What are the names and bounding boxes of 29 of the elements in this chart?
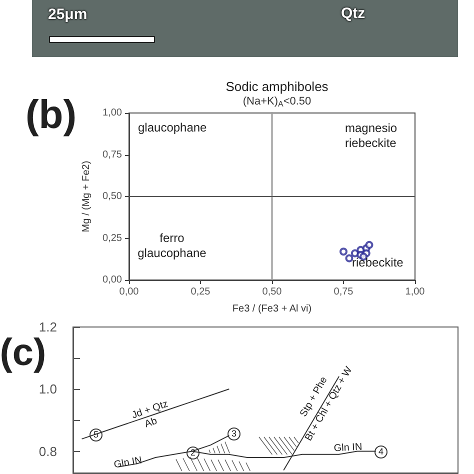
annotation: Ab <box>143 414 159 432</box>
annotation: ferro glaucophane <box>136 231 208 261</box>
text: (c) <box>0 332 46 376</box>
x-tick-label: 0,00 <box>119 286 140 298</box>
y-tick-label: 1.2 <box>38 320 57 334</box>
y-tick-label: 0,00 <box>102 274 122 286</box>
annotation: Gln IN <box>334 440 362 456</box>
x-tick-label: 0,50 <box>262 286 282 298</box>
x-tick-label: 0,75 <box>334 286 354 298</box>
y-tick-label: 1,00 <box>102 108 122 118</box>
x-tick-label: 1,00 <box>405 286 426 298</box>
y-axis-title: Mg / (Mg + Fe2) <box>81 160 92 232</box>
text: (b) <box>25 92 77 139</box>
annotation: 4 <box>374 446 388 458</box>
text: Qtz <box>341 5 366 22</box>
text: 25μm <box>48 6 88 23</box>
annotation: riebeckite <box>352 256 404 270</box>
y-tick-label: 0.8 <box>38 444 57 459</box>
y-tick-label: 0,25 <box>102 232 122 244</box>
y-tick-label: 1.0 <box>38 382 57 397</box>
x-axis-title: Fe3 / (Fe3 + Al vi) <box>232 304 312 314</box>
y-tick-label: 0,50 <box>102 191 122 202</box>
annotation: glaucophane <box>138 120 207 136</box>
y-tick-label: 0,75 <box>102 149 122 160</box>
chart-title: Sodic amphiboles <box>226 79 329 94</box>
x-tick-label: 0,25 <box>190 286 211 298</box>
annotation: magnesio riebeckite <box>345 121 398 151</box>
annotation: Gln IN <box>112 454 144 472</box>
annotation: 3 <box>228 428 240 440</box>
